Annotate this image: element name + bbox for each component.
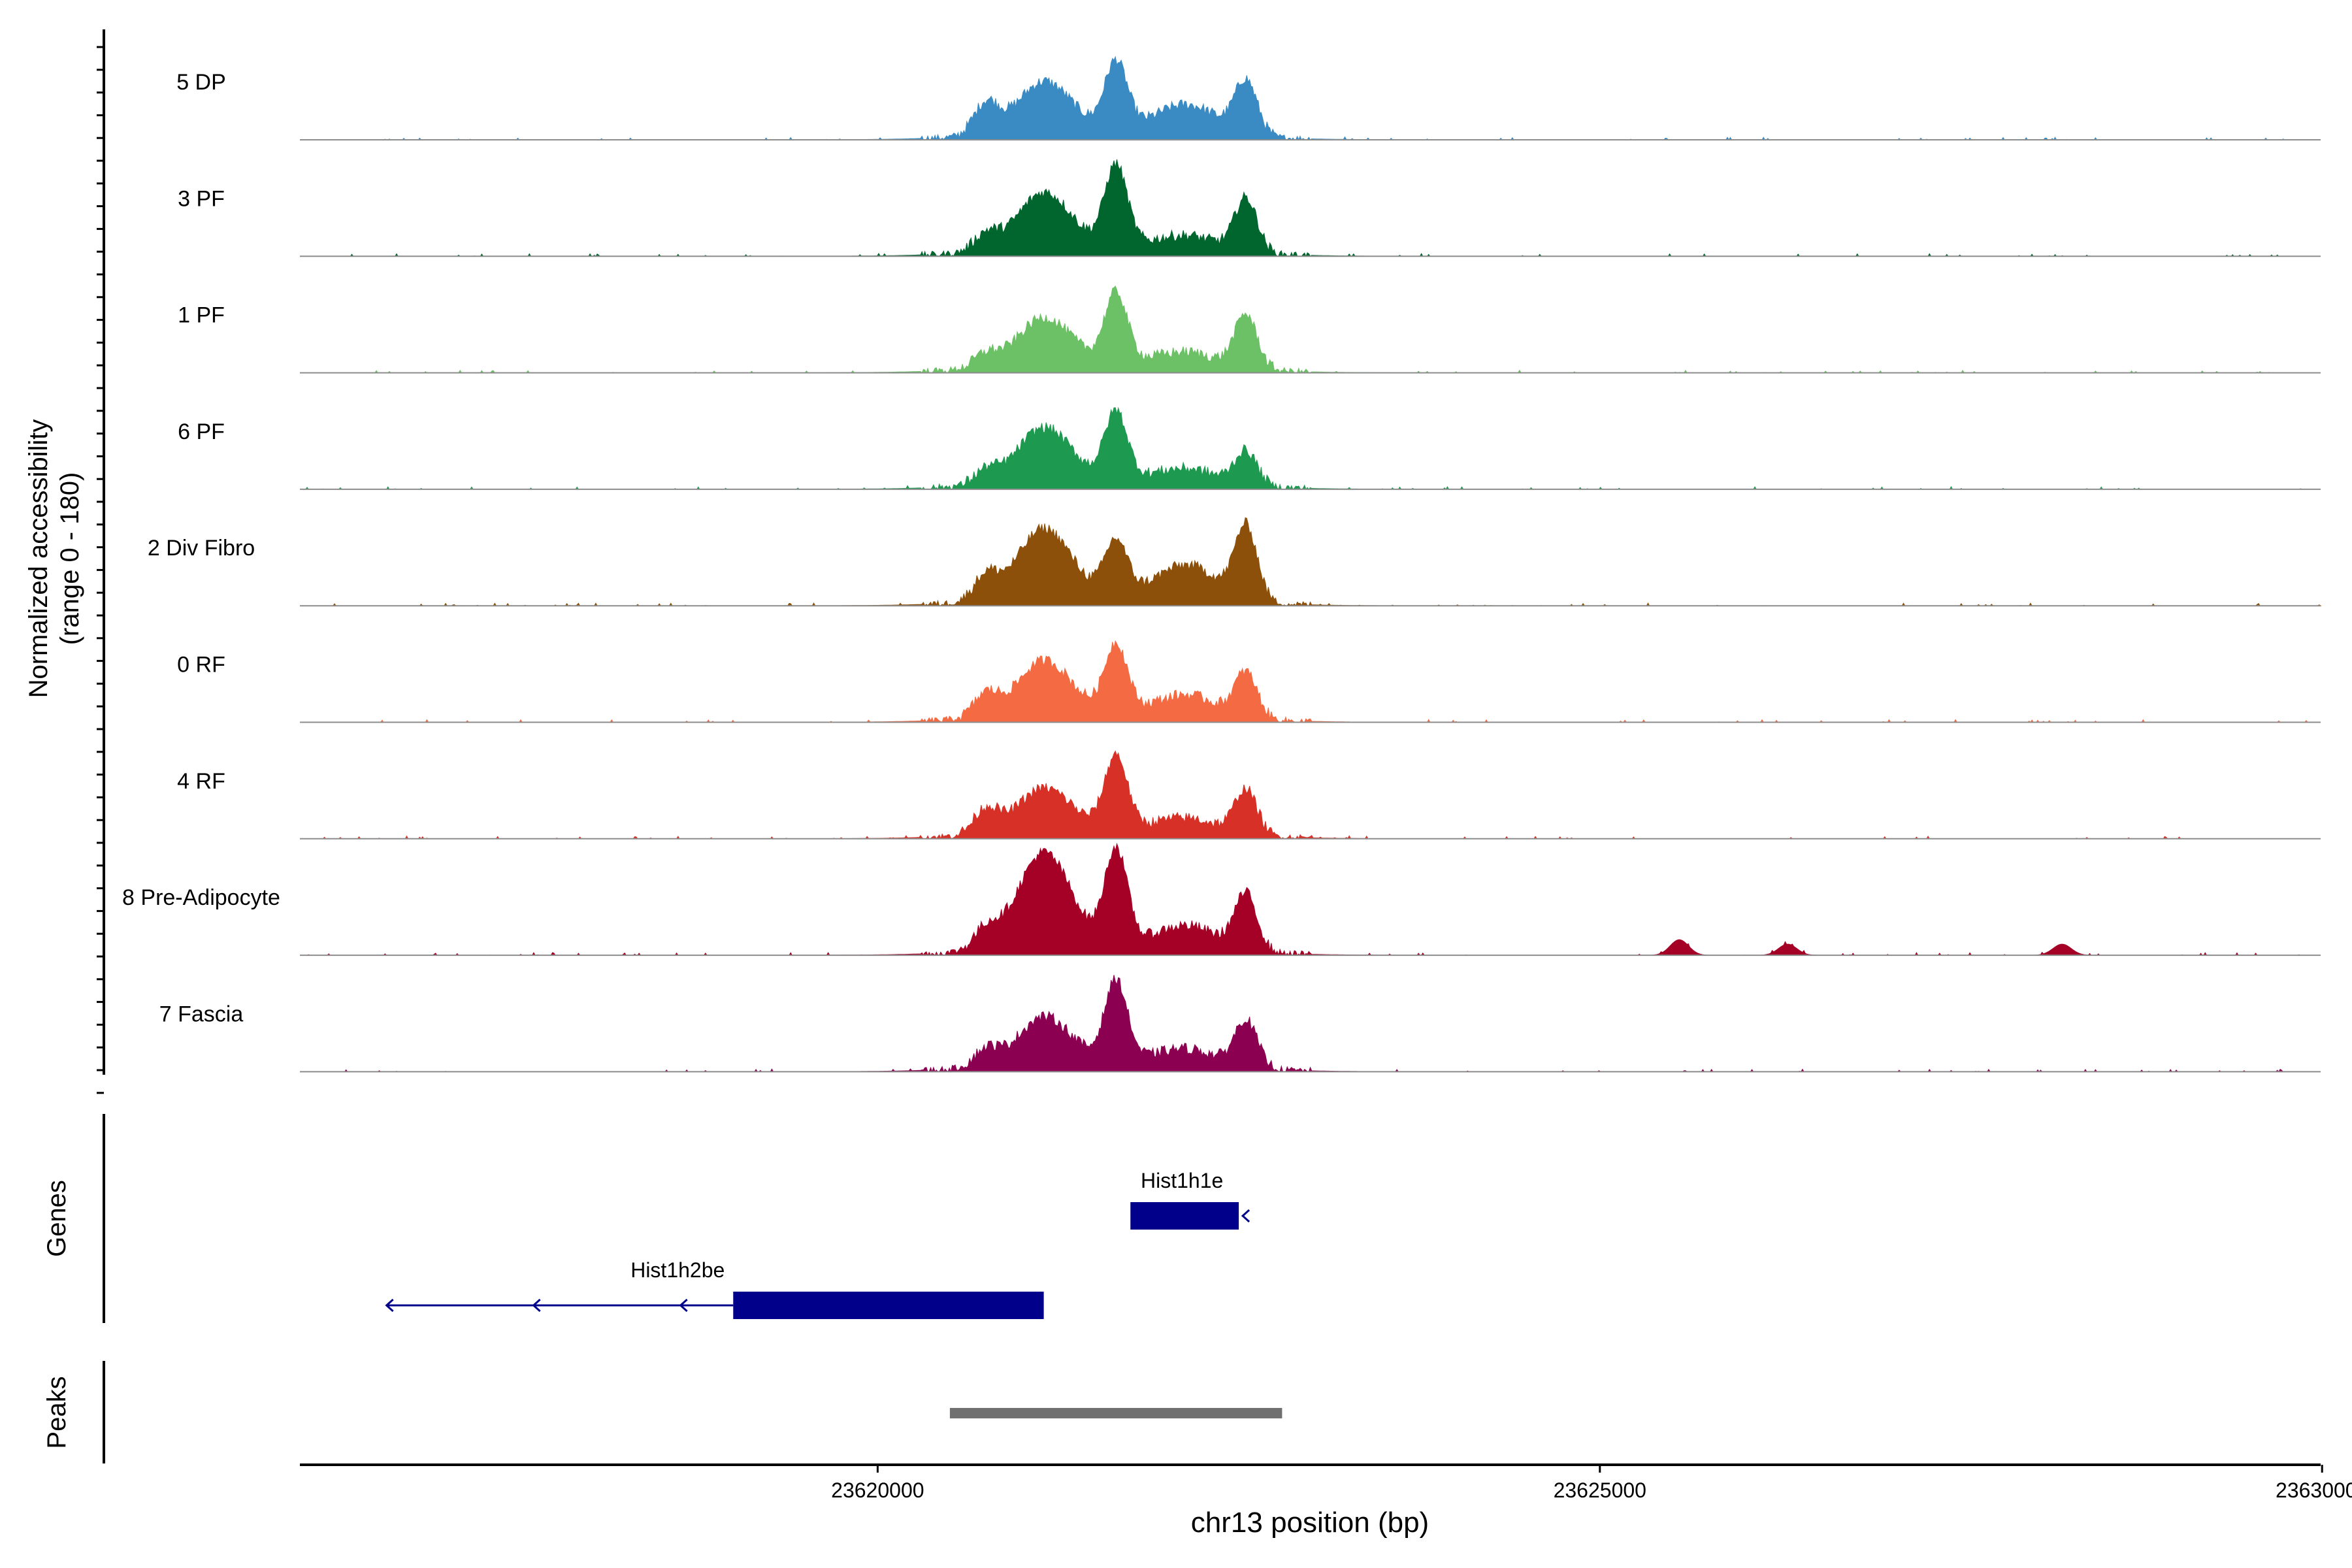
gene-exon-hist1h2be	[733, 1292, 1044, 1319]
track-0: 5 DP	[176, 56, 2321, 141]
strand-arrow	[385, 1298, 394, 1313]
track-1: 3 PF	[178, 159, 2321, 258]
track-4: 2 Div Fibro	[148, 517, 2322, 607]
coverage-y-axis	[97, 29, 105, 1094]
coverage-area	[300, 975, 2321, 1073]
x-tick-label: 23620000	[831, 1478, 924, 1502]
track-label: 3 PF	[178, 186, 225, 211]
track-label: 8 Pre-Adipocyte	[122, 885, 280, 910]
track-label: 6 PF	[178, 419, 225, 444]
peaks-panel-label: Peaks	[42, 1376, 71, 1448]
y-axis-label-line2: (range 0 - 180)	[56, 472, 84, 645]
peak-regions	[949, 1408, 1282, 1418]
coverage-area	[300, 750, 2321, 840]
coverage-area	[300, 56, 2321, 141]
gene-label-hist1h1e: Hist1h1e	[1141, 1169, 1223, 1192]
track-label: 4 RF	[177, 769, 225, 794]
track-5: 0 RF	[177, 640, 2321, 724]
y-axis-label-line1: Normalized accessibility	[24, 419, 53, 698]
coverage-area	[300, 640, 2321, 724]
coverage-tracks: 5 DP 3 PF 1 PF 6 PF 2 Div Fibro 0 RF 4 RF 8 Pre…	[122, 56, 2322, 1073]
track-8: 7 Fascia	[159, 975, 2321, 1073]
coverage-area	[300, 159, 2321, 258]
track-3: 6 PF	[178, 406, 2321, 491]
gene-exon-hist1h1e	[1130, 1202, 1239, 1230]
strand-arrow	[532, 1298, 541, 1313]
strand-arrow	[1241, 1209, 1250, 1223]
gene-label-hist1h2be: Hist1h2be	[630, 1258, 725, 1282]
track-label: 7 Fascia	[159, 1002, 244, 1026]
coverage-area	[300, 517, 2322, 607]
strand-arrow	[679, 1298, 688, 1313]
track-label: 0 RF	[177, 653, 225, 678]
track-label: 1 PF	[178, 303, 225, 328]
coverage-area	[300, 285, 2321, 374]
track-6: 4 RF	[177, 750, 2321, 840]
x-tick-label: 23625000	[1554, 1478, 1646, 1502]
coverage-area	[300, 406, 2321, 491]
coverage-area	[300, 842, 2321, 956]
genes-panel-label: Genes	[42, 1180, 71, 1257]
peak-bar	[949, 1408, 1282, 1418]
x-axis-label: chr13 position (bp)	[1191, 1507, 1429, 1539]
x-axis: 23620000 23625000 23630000	[300, 1463, 2352, 1502]
track-label: 2 Div Fibro	[148, 536, 255, 561]
gene-annotations: Hist1h1e Hist1h2be	[385, 1169, 1250, 1319]
track-label: 5 DP	[176, 70, 226, 95]
track-7: 8 Pre-Adipocyte	[122, 842, 2321, 956]
track-2: 1 PF	[178, 285, 2321, 374]
x-tick-label: 23630000	[2276, 1478, 2352, 1502]
